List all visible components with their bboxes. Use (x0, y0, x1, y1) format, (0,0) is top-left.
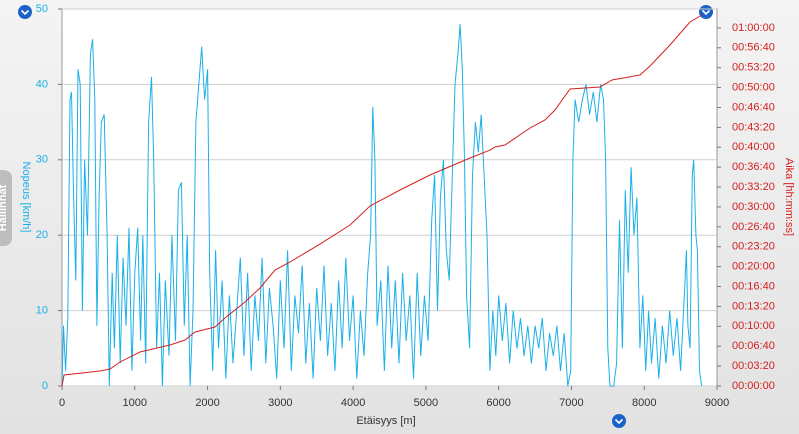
y2-tick-label: 00:16:40 (732, 280, 775, 292)
y2-tick-label: 00:06:40 (732, 340, 775, 352)
collapse-button[interactable] (18, 5, 32, 19)
y-axis-title: Nopeus [km/h] (20, 162, 32, 233)
y2-tick-label: 00:03:20 (732, 360, 775, 372)
y2-tick-label: 00:13:20 (732, 300, 775, 312)
y2-tick-label: 00:33:20 (732, 181, 775, 193)
side-tab[interactable]: Hallinnat (0, 170, 12, 246)
collapse-button[interactable] (612, 414, 626, 428)
side-tab-bg[interactable] (0, 170, 12, 246)
y2-tick-label: 00:30:00 (732, 201, 775, 213)
x-tick-label: 5000 (414, 397, 438, 409)
y2-tick-label: 00:46:40 (732, 101, 775, 113)
y-tick-label: 40 (36, 78, 48, 90)
chevron (701, 9, 711, 16)
x-tick-label: 0 (59, 397, 65, 409)
collapse-button[interactable] (699, 5, 713, 19)
button[interactable] (18, 5, 32, 19)
y-tick-label: 10 (36, 305, 48, 317)
y2-tick-label: 00:43:20 (732, 121, 775, 133)
x-tick-label: 1000 (123, 397, 147, 409)
x-tick-label: 7000 (559, 397, 583, 409)
side-tab-label[interactable]: Hallinnat (0, 184, 9, 231)
y2-tick-label: 00:00:00 (732, 380, 775, 392)
y2-tick-label: 00:26:40 (732, 221, 775, 233)
x-tick-label: 3000 (268, 397, 292, 409)
chevron (614, 418, 624, 425)
y2-tick-label: 00:23:20 (732, 241, 775, 253)
x-tick-label: 4000 (341, 397, 365, 409)
series-line (61, 14, 703, 387)
y2-tick-label: 00:20:00 (732, 261, 775, 273)
y2-tick-label: 00:56:40 (732, 42, 775, 54)
x-axis-title: Etäisyys [m] (356, 415, 415, 427)
y2-tick-label: 00:36:40 (732, 161, 775, 173)
chevron (20, 9, 30, 16)
y-tick-label: 20 (36, 229, 48, 241)
y2-tick-label: 01:00:00 (732, 22, 775, 34)
y2-axis-title: Aika [hh:mm:ss] (783, 158, 795, 236)
x-tick-label: 9000 (705, 397, 729, 409)
x-tick-label: 2000 (195, 397, 219, 409)
y-tick-label: 50 (36, 3, 48, 15)
y2-tick-label: 00:50:00 (732, 81, 775, 93)
y2-tick-label: 00:10:00 (732, 320, 775, 332)
y2-tick-label: 00:40:00 (732, 141, 775, 153)
y2-tick-label: 00:53:20 (732, 62, 775, 74)
y-tick-label: 30 (36, 154, 48, 166)
series-line (61, 24, 703, 387)
y-tick-label: 0 (42, 380, 48, 392)
plot-area (61, 8, 718, 387)
button[interactable] (699, 5, 713, 19)
x-tick-label: 6000 (486, 397, 510, 409)
x-tick-label: 8000 (632, 397, 656, 409)
button[interactable] (612, 414, 626, 428)
